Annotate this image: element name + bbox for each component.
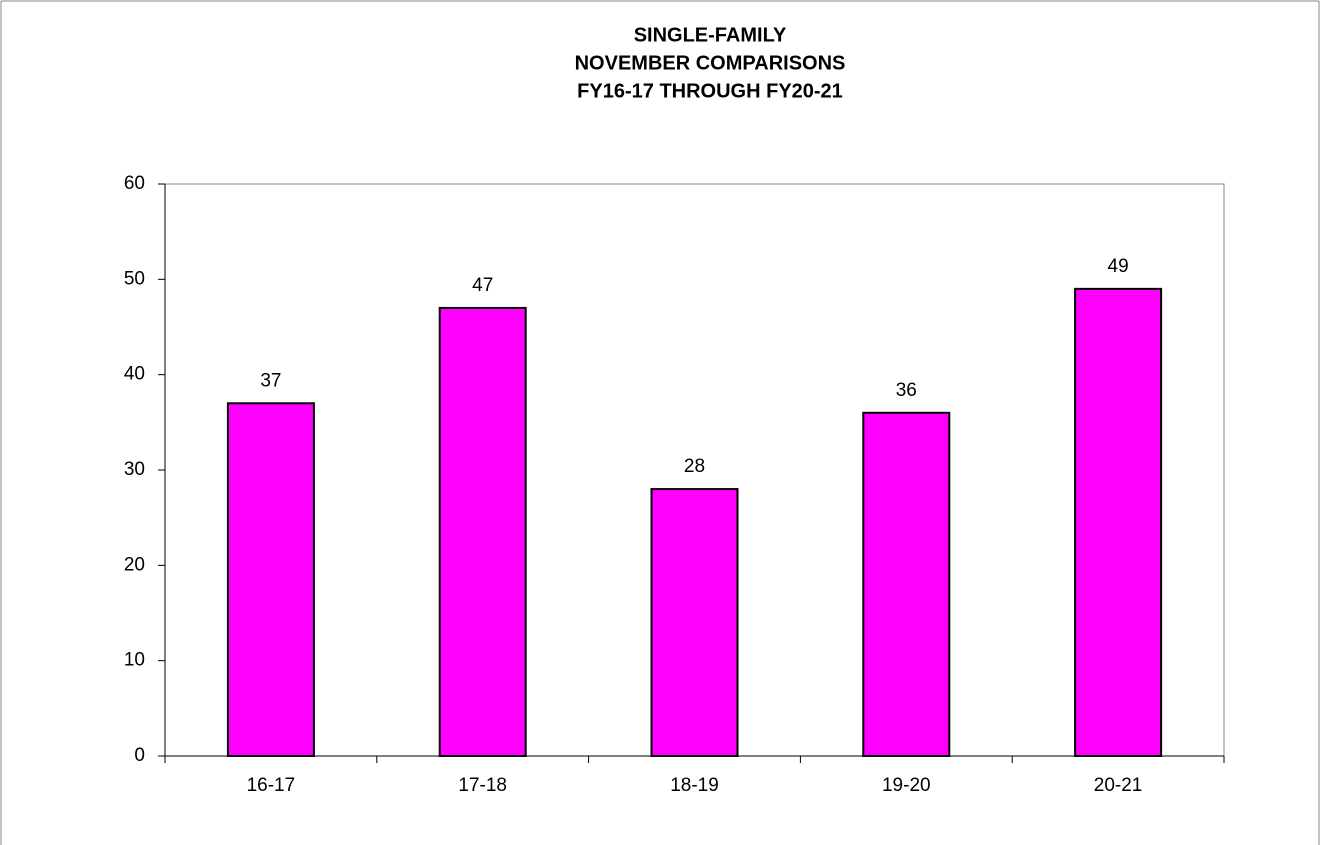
- bar: [438, 306, 527, 757]
- y-tick-label: 60: [124, 173, 145, 194]
- y-tick-label: 40: [124, 364, 145, 385]
- data-label: 47: [472, 275, 493, 296]
- bar: [862, 411, 951, 757]
- y-tick-label: 0: [134, 745, 145, 766]
- data-label: 37: [260, 370, 281, 391]
- y-tick-label: 30: [124, 459, 145, 480]
- bar: [650, 488, 739, 757]
- x-tick-label: 16-17: [247, 775, 296, 796]
- y-tick-label: 50: [124, 268, 145, 289]
- data-label: 36: [896, 380, 917, 401]
- chart-title: FY16-17 THROUGH FY20-21: [577, 80, 843, 102]
- x-tick-label: 18-19: [670, 775, 719, 796]
- chart-title: NOVEMBER COMPARISONS: [575, 52, 846, 74]
- bar: [226, 402, 315, 757]
- y-tick-label: 20: [124, 554, 145, 575]
- x-tick-label: 19-20: [882, 775, 931, 796]
- x-tick-label: 20-21: [1094, 775, 1143, 796]
- y-tick-label: 10: [124, 650, 145, 671]
- bar: [1074, 287, 1163, 757]
- chart-title: SINGLE-FAMILY: [634, 24, 787, 46]
- data-label: 49: [1108, 256, 1129, 277]
- x-tick-label: 17-18: [458, 775, 507, 796]
- data-label: 28: [684, 456, 705, 477]
